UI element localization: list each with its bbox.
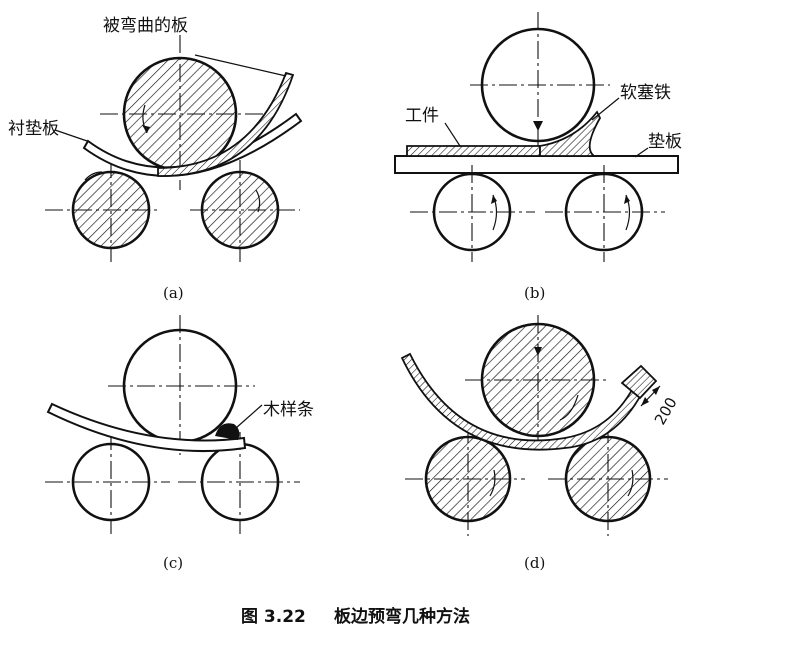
panel-b-lower-roller-left <box>410 165 535 262</box>
panel-a-lower-roller-left <box>45 160 160 262</box>
panel-b-pad-plate <box>394 155 679 174</box>
panel-b-label-pad: 垫板 <box>648 132 682 152</box>
panel-a-backing-plate <box>82 112 303 177</box>
panel-d-dimension: 200 <box>651 394 681 428</box>
panel-b-lower-roller-right <box>545 165 665 262</box>
panel-c: 木样条 (c) <box>45 315 314 572</box>
panel-c-sublabel: (c) <box>163 554 183 572</box>
panel-c-label-wood: 木样条 <box>263 400 314 420</box>
panel-b-label-wedge: 软塞铁 <box>620 83 671 103</box>
panel-d-upper-roller <box>465 315 610 452</box>
figure-caption: 图 3.22 板边预弯几种方法 <box>241 606 470 627</box>
panel-b-workpiece <box>406 145 541 157</box>
panel-b-sublabel: (b) <box>524 284 545 302</box>
panel-a-upper-roller <box>100 35 265 190</box>
panel-d-edge-clamp <box>620 364 658 400</box>
panel-d-lower-roller-right <box>548 425 668 536</box>
panel-b: 工件 软塞铁 垫板 (b) <box>394 12 682 302</box>
caption-title: 板边预弯几种方法 <box>334 606 470 627</box>
caption-number: 图 3.22 <box>241 607 306 627</box>
panel-c-wood-strip <box>215 423 240 440</box>
panel-b-upper-roller <box>470 12 610 150</box>
panel-d-sublabel: (d) <box>524 554 545 572</box>
panel-c-lower-roller-left <box>45 432 170 534</box>
panel-a-label-left: 衬垫板 <box>8 119 59 139</box>
panel-c-plate <box>46 402 247 453</box>
panel-b-label-workpiece: 工件 <box>405 106 439 126</box>
panel-b-wedge <box>539 110 602 157</box>
panel-a-sublabel: (a) <box>163 284 184 302</box>
panel-a-bent-plate <box>157 71 295 177</box>
panel-a-lower-roller-right <box>190 160 300 262</box>
panel-a: 被弯曲的板 衬垫板 (a) <box>8 16 303 302</box>
panel-d: 200 (d) <box>400 315 681 572</box>
panel-a-label-top: 被弯曲的板 <box>103 16 188 36</box>
panel-d-lower-roller-left <box>405 425 525 536</box>
